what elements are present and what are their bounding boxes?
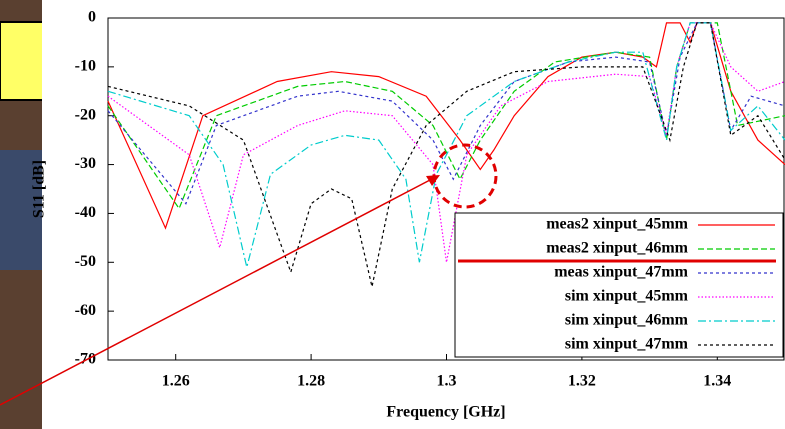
y-tick-label: -30 [75,155,96,172]
arrow-head [426,175,440,186]
legend-label: sim xinput_45mm [565,288,689,305]
y-tick-label: -50 [75,253,96,270]
legend-label: meas2 xinput_46mm [546,240,688,257]
series-line [107,22,785,287]
photo-fragment [0,150,42,270]
legend-label: meas xinput_47mm [554,264,688,281]
y-tick-label: -20 [75,106,96,123]
legend-label: meas2 xinput_45mm [546,216,688,233]
legend-label: sim xinput_46mm [565,312,689,329]
x-tick-label: 1.28 [297,373,325,390]
series-line [107,22,785,268]
legend-box [454,212,784,358]
x-tick-label: 1.3 [437,373,457,390]
x-tick-label: 1.32 [568,373,596,390]
x-axis-label: Frequency [GHz] [386,404,505,421]
y-tick-label: -60 [75,302,96,319]
yellow-box [0,21,45,101]
y-tick-label: -40 [75,204,96,221]
x-tick-label: 1.34 [703,373,731,390]
y-tick-label: -10 [75,58,96,75]
x-tick-label: 1.26 [162,373,190,390]
y-tick-label: -70 [75,351,96,368]
arrow-shaft [0,179,431,406]
y-axis-label: S11 [dB] [31,160,48,218]
y-tick-label: 0 [88,9,96,26]
legend-label: sim xinput_47mm [565,336,689,353]
